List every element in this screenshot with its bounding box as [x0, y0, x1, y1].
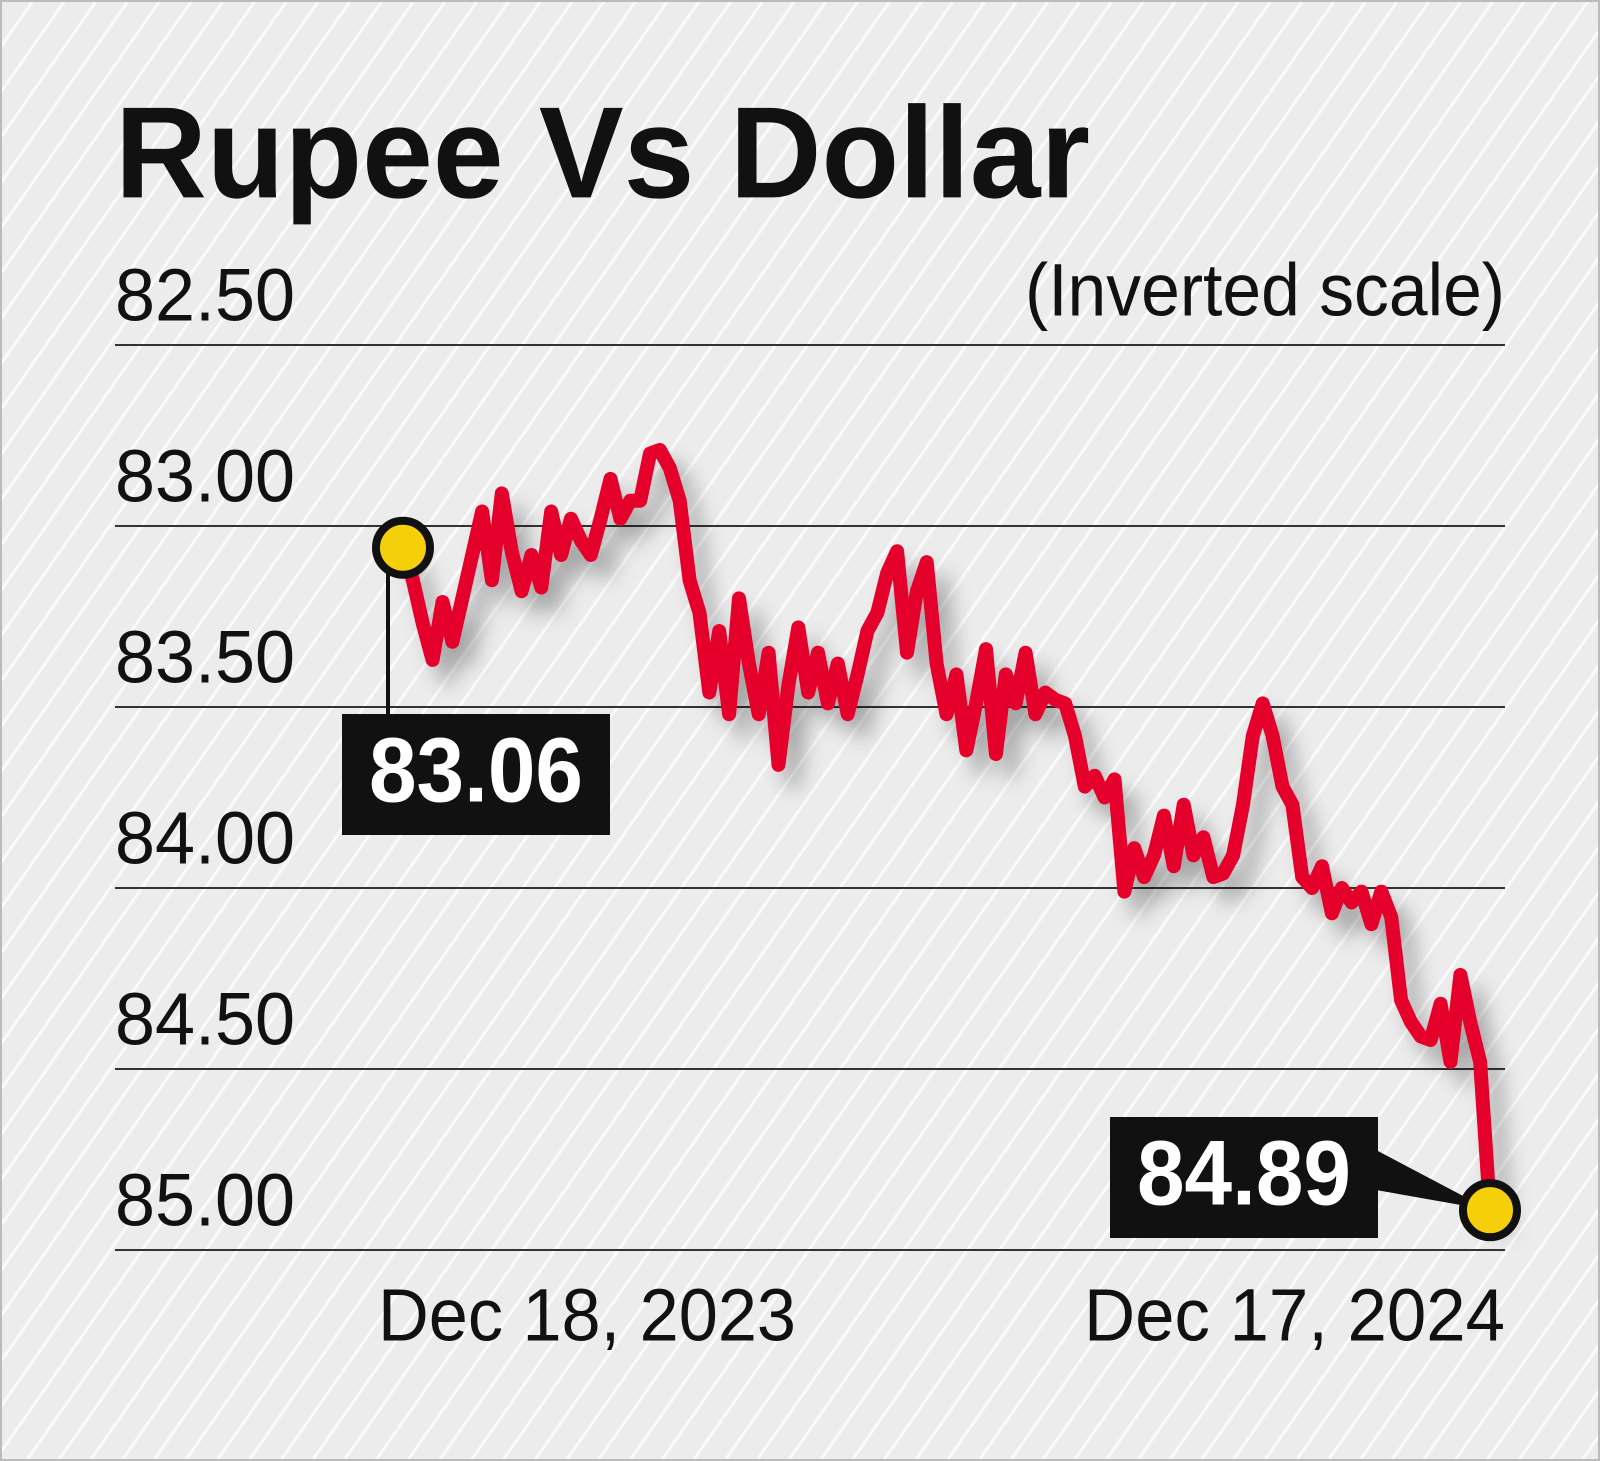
x-tick-label: Dec 18, 2023 [378, 1274, 796, 1357]
annotation-pointer [1376, 1150, 1490, 1211]
plot-area [396, 443, 1497, 1218]
y-tick-label: 82.50 [115, 254, 295, 337]
marker [372, 516, 434, 579]
annotations: 83.06 84.89 [342, 516, 1521, 1242]
y-tick-label: 83.00 [115, 435, 295, 518]
x-tick-label: Dec 17, 2024 [1084, 1274, 1505, 1357]
y-tick-label: 84.50 [115, 978, 295, 1061]
annotation-box [342, 714, 610, 835]
annotation-box [1110, 1117, 1378, 1238]
line [396, 443, 1497, 1218]
y-tick-label: 84.00 [115, 797, 295, 880]
y-tick-label: 85.00 [115, 1159, 295, 1242]
chart-subtitle: (Inverted scale) [1025, 249, 1505, 332]
grid: 82.50 83.00 83.50 84.00 84.50 85.00 Dec 18, 20… [115, 254, 1505, 1357]
y-tick-label: 83.50 [115, 616, 295, 699]
marker [1459, 1179, 1521, 1242]
chart-title: Rupee Vs Dollar [115, 79, 1090, 225]
data-label: 83.06 [369, 719, 583, 821]
data-label: 84.89 [1137, 1122, 1351, 1224]
